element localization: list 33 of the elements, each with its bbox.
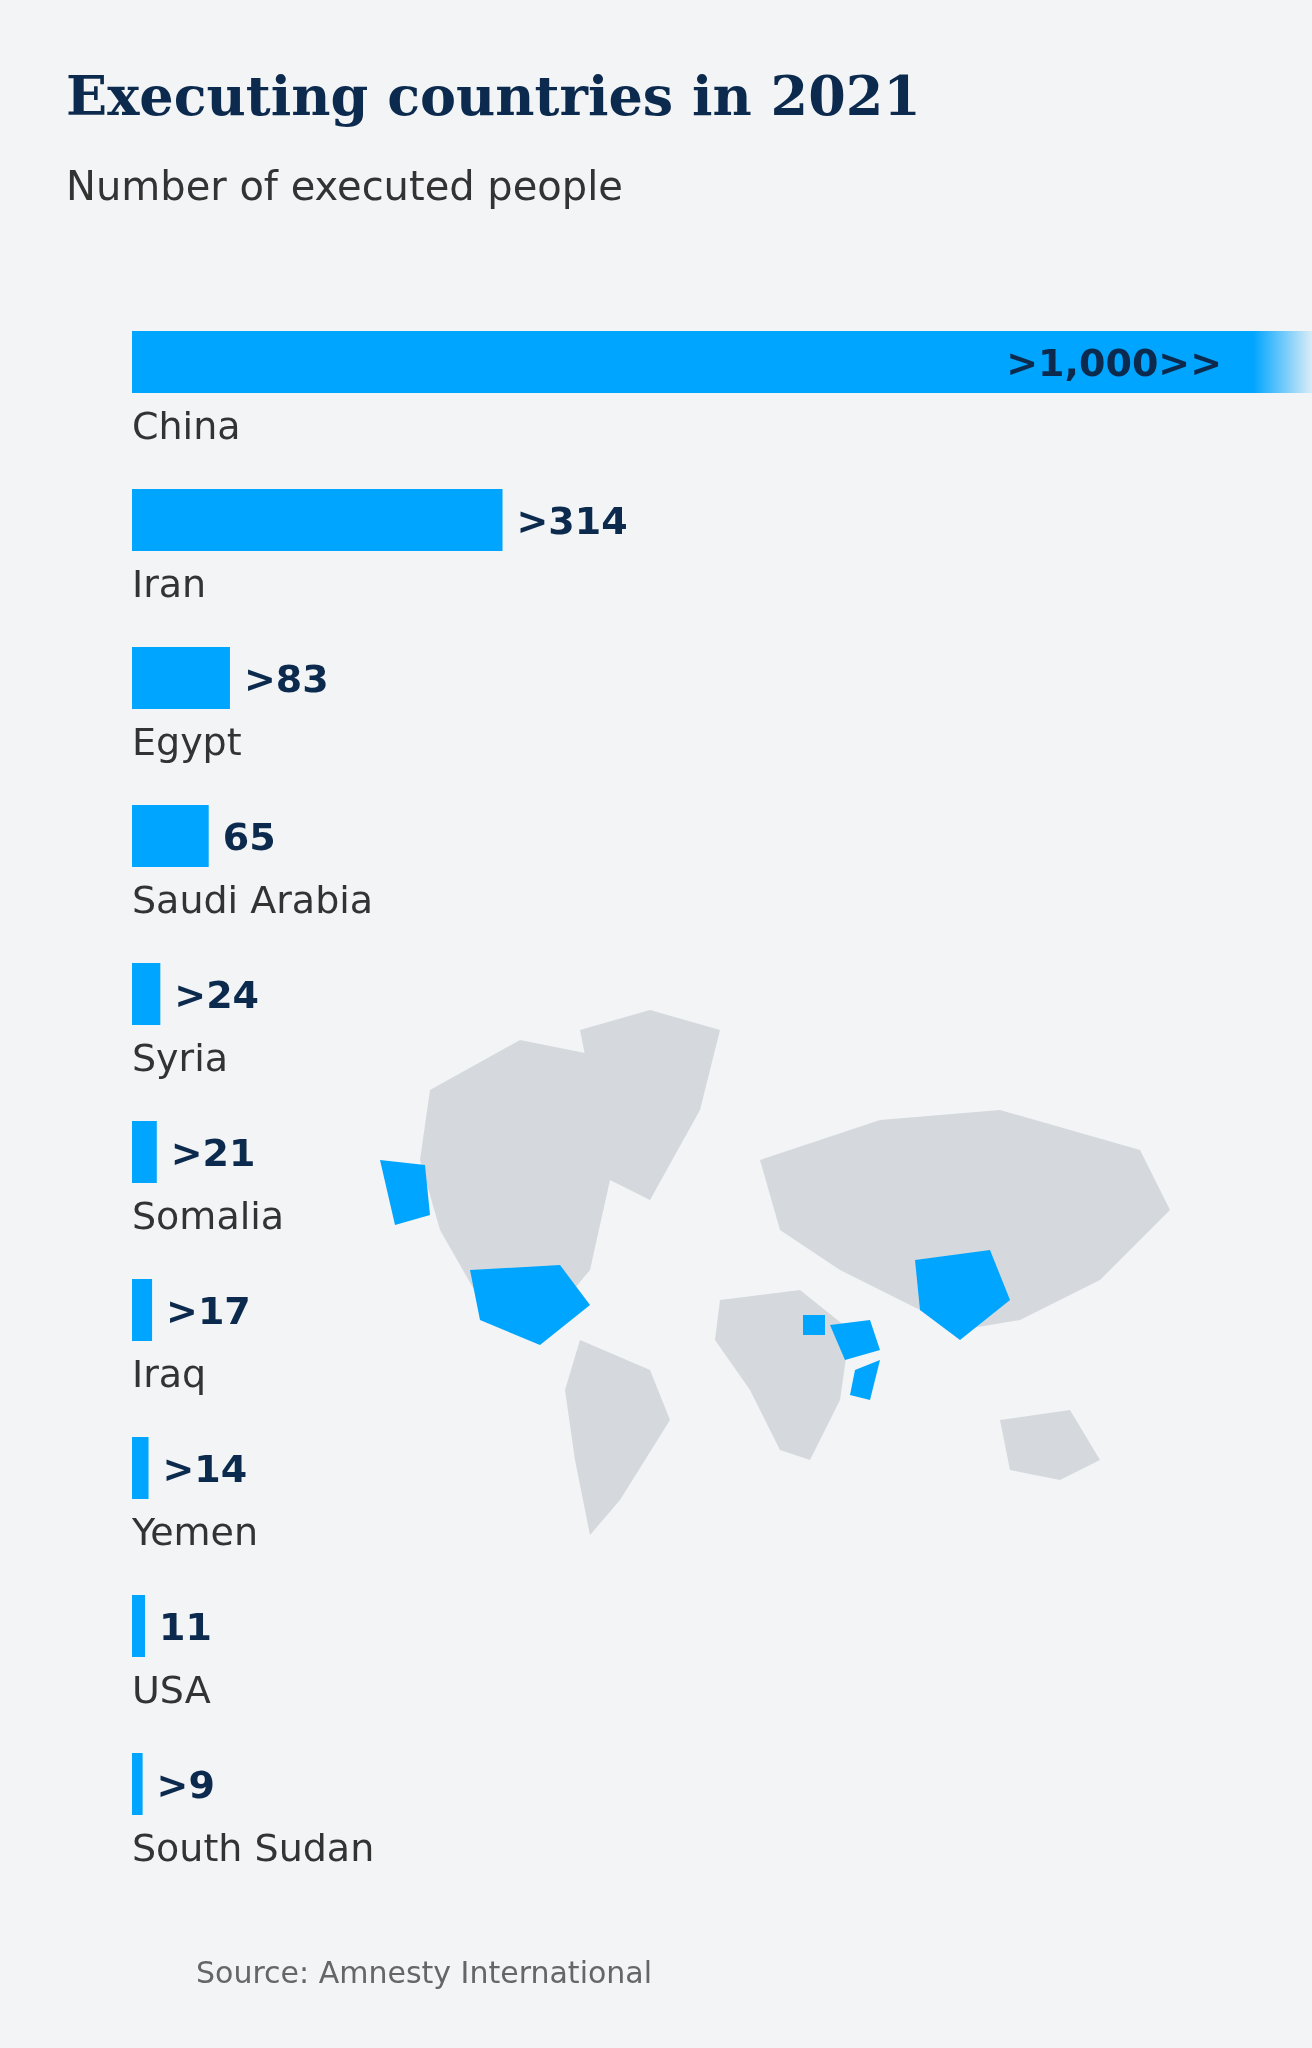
data-label: >83 — [243, 657, 329, 701]
y-tick-label: Egypt — [132, 720, 242, 764]
y-tick-label: Saudi Arabia — [132, 878, 374, 922]
y-tick-label: USA — [132, 1668, 211, 1712]
y-tick-label: Yemen — [131, 1510, 259, 1554]
data-label: >21 — [170, 1131, 256, 1175]
chart-title: Executing countries in 2021 — [66, 64, 921, 128]
data-label: 65 — [222, 815, 276, 859]
data-label: >17 — [166, 1289, 251, 1333]
bar — [132, 805, 209, 867]
y-tick-label: Somalia — [132, 1194, 285, 1238]
bar — [132, 1595, 145, 1657]
bar — [132, 647, 230, 709]
bar — [132, 331, 1312, 393]
data-label: >24 — [174, 973, 260, 1017]
data-label: >14 — [162, 1447, 248, 1491]
y-tick-label: Iraq — [132, 1352, 207, 1396]
y-tick-label: China — [132, 404, 241, 448]
chart-subtitle: Number of executed people — [66, 163, 623, 209]
y-tick-label: Syria — [132, 1036, 229, 1080]
y-tick-label: Iran — [132, 562, 207, 606]
bar — [132, 1437, 149, 1499]
data-label: 11 — [158, 1605, 212, 1649]
y-tick-label: South Sudan — [132, 1826, 375, 1870]
bar — [132, 1753, 143, 1815]
bar — [132, 963, 161, 1025]
bar — [132, 1279, 153, 1341]
bar — [132, 489, 503, 551]
source-note: Source: Amnesty International — [196, 1955, 653, 1990]
bar — [132, 1121, 157, 1183]
data-label: >314 — [516, 499, 628, 543]
data-label: >9 — [156, 1763, 215, 1807]
data-label: >1,000>> — [1006, 341, 1222, 385]
